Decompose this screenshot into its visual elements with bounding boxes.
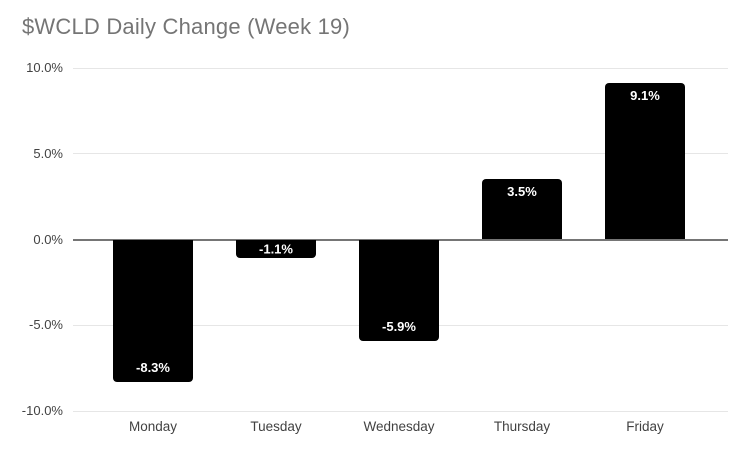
bar-wednesday: -5.9% bbox=[359, 239, 439, 341]
gridline bbox=[73, 67, 728, 69]
bar-monday: -8.3% bbox=[113, 239, 193, 382]
y-axis-tick-label: 5.0% bbox=[33, 145, 63, 161]
y-axis-tick-label: 10.0% bbox=[26, 60, 63, 75]
bar-value-label: 3.5% bbox=[507, 184, 537, 200]
gridline bbox=[73, 410, 728, 412]
bar-tuesday: -1.1% bbox=[236, 239, 316, 259]
bar-thursday: 3.5% bbox=[482, 179, 562, 240]
bar-value-label: 9.1% bbox=[630, 88, 660, 104]
x-axis-tick-label: Monday bbox=[128, 419, 178, 434]
y-axis-tick-label: -10.0% bbox=[21, 403, 63, 418]
bar-friday: 9.1% bbox=[605, 83, 685, 240]
x-axis-tick-label: Thursday bbox=[493, 419, 551, 434]
x-axis-tick-label: Wednesday bbox=[363, 419, 435, 434]
y-axis-tick-label: -5.0% bbox=[29, 317, 63, 333]
x-axis-tick-label: Friday bbox=[626, 419, 664, 434]
bar-value-label: -5.9% bbox=[382, 318, 416, 334]
bar-value-label: -1.1% bbox=[259, 241, 293, 257]
bar-value-label: -8.3% bbox=[136, 359, 170, 375]
gridline bbox=[73, 153, 728, 155]
x-axis-tick-label: Tuesday bbox=[250, 419, 302, 434]
chart-title: $WCLD Daily Change (Week 19) bbox=[22, 14, 350, 39]
y-axis-tick-label: 0.0% bbox=[33, 231, 63, 247]
